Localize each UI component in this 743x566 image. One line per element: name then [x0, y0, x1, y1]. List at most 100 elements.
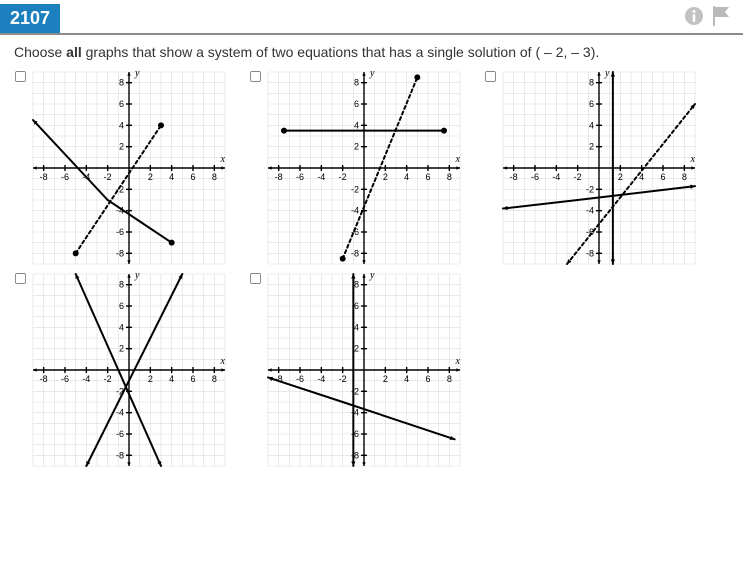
svg-text:6: 6	[425, 374, 430, 384]
svg-text:6: 6	[190, 172, 195, 182]
svg-text:2: 2	[119, 344, 124, 354]
svg-text:-8: -8	[275, 172, 283, 182]
choice-graph-B: -8-6-4-22468-8-6-4-22468xy	[264, 68, 464, 268]
svg-text:y: y	[604, 68, 610, 79]
svg-text:8: 8	[354, 280, 359, 290]
svg-text:-8: -8	[40, 172, 48, 182]
svg-text:-2: -2	[351, 386, 359, 396]
svg-text:4: 4	[404, 172, 409, 182]
choice-graph-A: -8-6-4-22468-8-6-4-22468xy	[29, 68, 229, 268]
svg-text:-4: -4	[351, 206, 359, 216]
svg-text:4: 4	[404, 374, 409, 384]
svg-text:4: 4	[169, 172, 174, 182]
choices-grid: -8-6-4-22468-8-6-4-22468xy-8-6-4-22468-8…	[0, 68, 743, 470]
choice-C: -8-6-4-22468-8-6-4-22468xy	[484, 68, 719, 268]
svg-text:8: 8	[212, 374, 217, 384]
svg-text:x: x	[220, 356, 226, 367]
svg-text:2: 2	[589, 142, 594, 152]
svg-text:4: 4	[119, 322, 124, 332]
svg-text:x: x	[455, 154, 461, 165]
svg-text:6: 6	[119, 99, 124, 109]
svg-text:-8: -8	[116, 248, 124, 258]
question-prompt: Choose all graphs that show a system of …	[0, 41, 743, 68]
svg-text:y: y	[369, 270, 375, 281]
svg-text:4: 4	[354, 322, 359, 332]
top-bar-actions	[683, 4, 735, 28]
svg-text:-4: -4	[586, 206, 594, 216]
svg-text:4: 4	[169, 374, 174, 384]
svg-text:2: 2	[354, 142, 359, 152]
choice-E: -8-6-4-22468-8-6-4-22468xy	[249, 270, 484, 470]
svg-text:-2: -2	[339, 374, 347, 384]
choice-checkbox-C[interactable]	[485, 71, 496, 82]
svg-text:-6: -6	[116, 227, 124, 237]
choice-graph-E: -8-6-4-22468-8-6-4-22468xy	[264, 270, 464, 470]
svg-text:6: 6	[354, 301, 359, 311]
svg-text:8: 8	[447, 172, 452, 182]
svg-text:-4: -4	[317, 374, 325, 384]
choice-checkbox-D[interactable]	[15, 273, 26, 284]
prompt-prefix: Choose	[14, 44, 66, 60]
svg-text:-2: -2	[339, 172, 347, 182]
svg-text:-6: -6	[531, 172, 539, 182]
svg-text:-2: -2	[104, 374, 112, 384]
svg-text:4: 4	[589, 120, 594, 130]
svg-text:6: 6	[190, 374, 195, 384]
choice-graph-D: -8-6-4-22468-8-6-4-22468xy	[29, 270, 229, 470]
svg-text:8: 8	[212, 172, 217, 182]
svg-text:-4: -4	[82, 374, 90, 384]
svg-text:6: 6	[660, 172, 665, 182]
svg-text:6: 6	[589, 99, 594, 109]
svg-text:4: 4	[119, 120, 124, 130]
svg-text:-6: -6	[296, 172, 304, 182]
svg-text:8: 8	[682, 172, 687, 182]
svg-text:-6: -6	[116, 429, 124, 439]
svg-text:2: 2	[354, 344, 359, 354]
divider	[0, 33, 743, 35]
svg-text:8: 8	[354, 78, 359, 88]
svg-text:y: y	[134, 270, 140, 281]
svg-text:2: 2	[383, 172, 388, 182]
svg-text:y: y	[134, 68, 140, 79]
choice-graph-C: -8-6-4-22468-8-6-4-22468xy	[499, 68, 699, 268]
prompt-suffix: graphs that show a system of two equatio…	[82, 44, 600, 60]
flag-icon[interactable]	[709, 4, 735, 28]
svg-text:x: x	[690, 154, 696, 165]
svg-text:x: x	[220, 154, 226, 165]
svg-text:6: 6	[354, 99, 359, 109]
svg-text:-8: -8	[351, 248, 359, 258]
info-icon[interactable]	[683, 5, 705, 27]
choice-B: -8-6-4-22468-8-6-4-22468xy	[249, 68, 484, 268]
svg-text:-2: -2	[104, 172, 112, 182]
svg-text:2: 2	[618, 172, 623, 182]
svg-text:-2: -2	[586, 184, 594, 194]
svg-text:-8: -8	[510, 172, 518, 182]
prompt-bold: all	[66, 44, 82, 60]
choice-checkbox-E[interactable]	[250, 273, 261, 284]
svg-text:x: x	[455, 356, 461, 367]
svg-text:-6: -6	[296, 374, 304, 384]
svg-text:-6: -6	[61, 172, 69, 182]
svg-text:-4: -4	[317, 172, 325, 182]
svg-text:-8: -8	[116, 450, 124, 460]
svg-text:-6: -6	[351, 429, 359, 439]
question-number: 2107	[0, 4, 60, 33]
svg-text:y: y	[369, 68, 375, 79]
svg-text:-2: -2	[574, 172, 582, 182]
svg-text:6: 6	[425, 172, 430, 182]
svg-text:-8: -8	[586, 248, 594, 258]
svg-text:-2: -2	[351, 184, 359, 194]
svg-text:8: 8	[119, 280, 124, 290]
svg-text:2: 2	[119, 142, 124, 152]
svg-text:2: 2	[148, 172, 153, 182]
choice-checkbox-B[interactable]	[250, 71, 261, 82]
svg-text:8: 8	[447, 374, 452, 384]
top-bar: 2107	[0, 0, 743, 33]
svg-text:2: 2	[383, 374, 388, 384]
svg-text:-8: -8	[40, 374, 48, 384]
svg-text:8: 8	[589, 78, 594, 88]
svg-text:-6: -6	[61, 374, 69, 384]
choice-checkbox-A[interactable]	[15, 71, 26, 82]
svg-text:-4: -4	[552, 172, 560, 182]
svg-text:-4: -4	[351, 408, 359, 418]
